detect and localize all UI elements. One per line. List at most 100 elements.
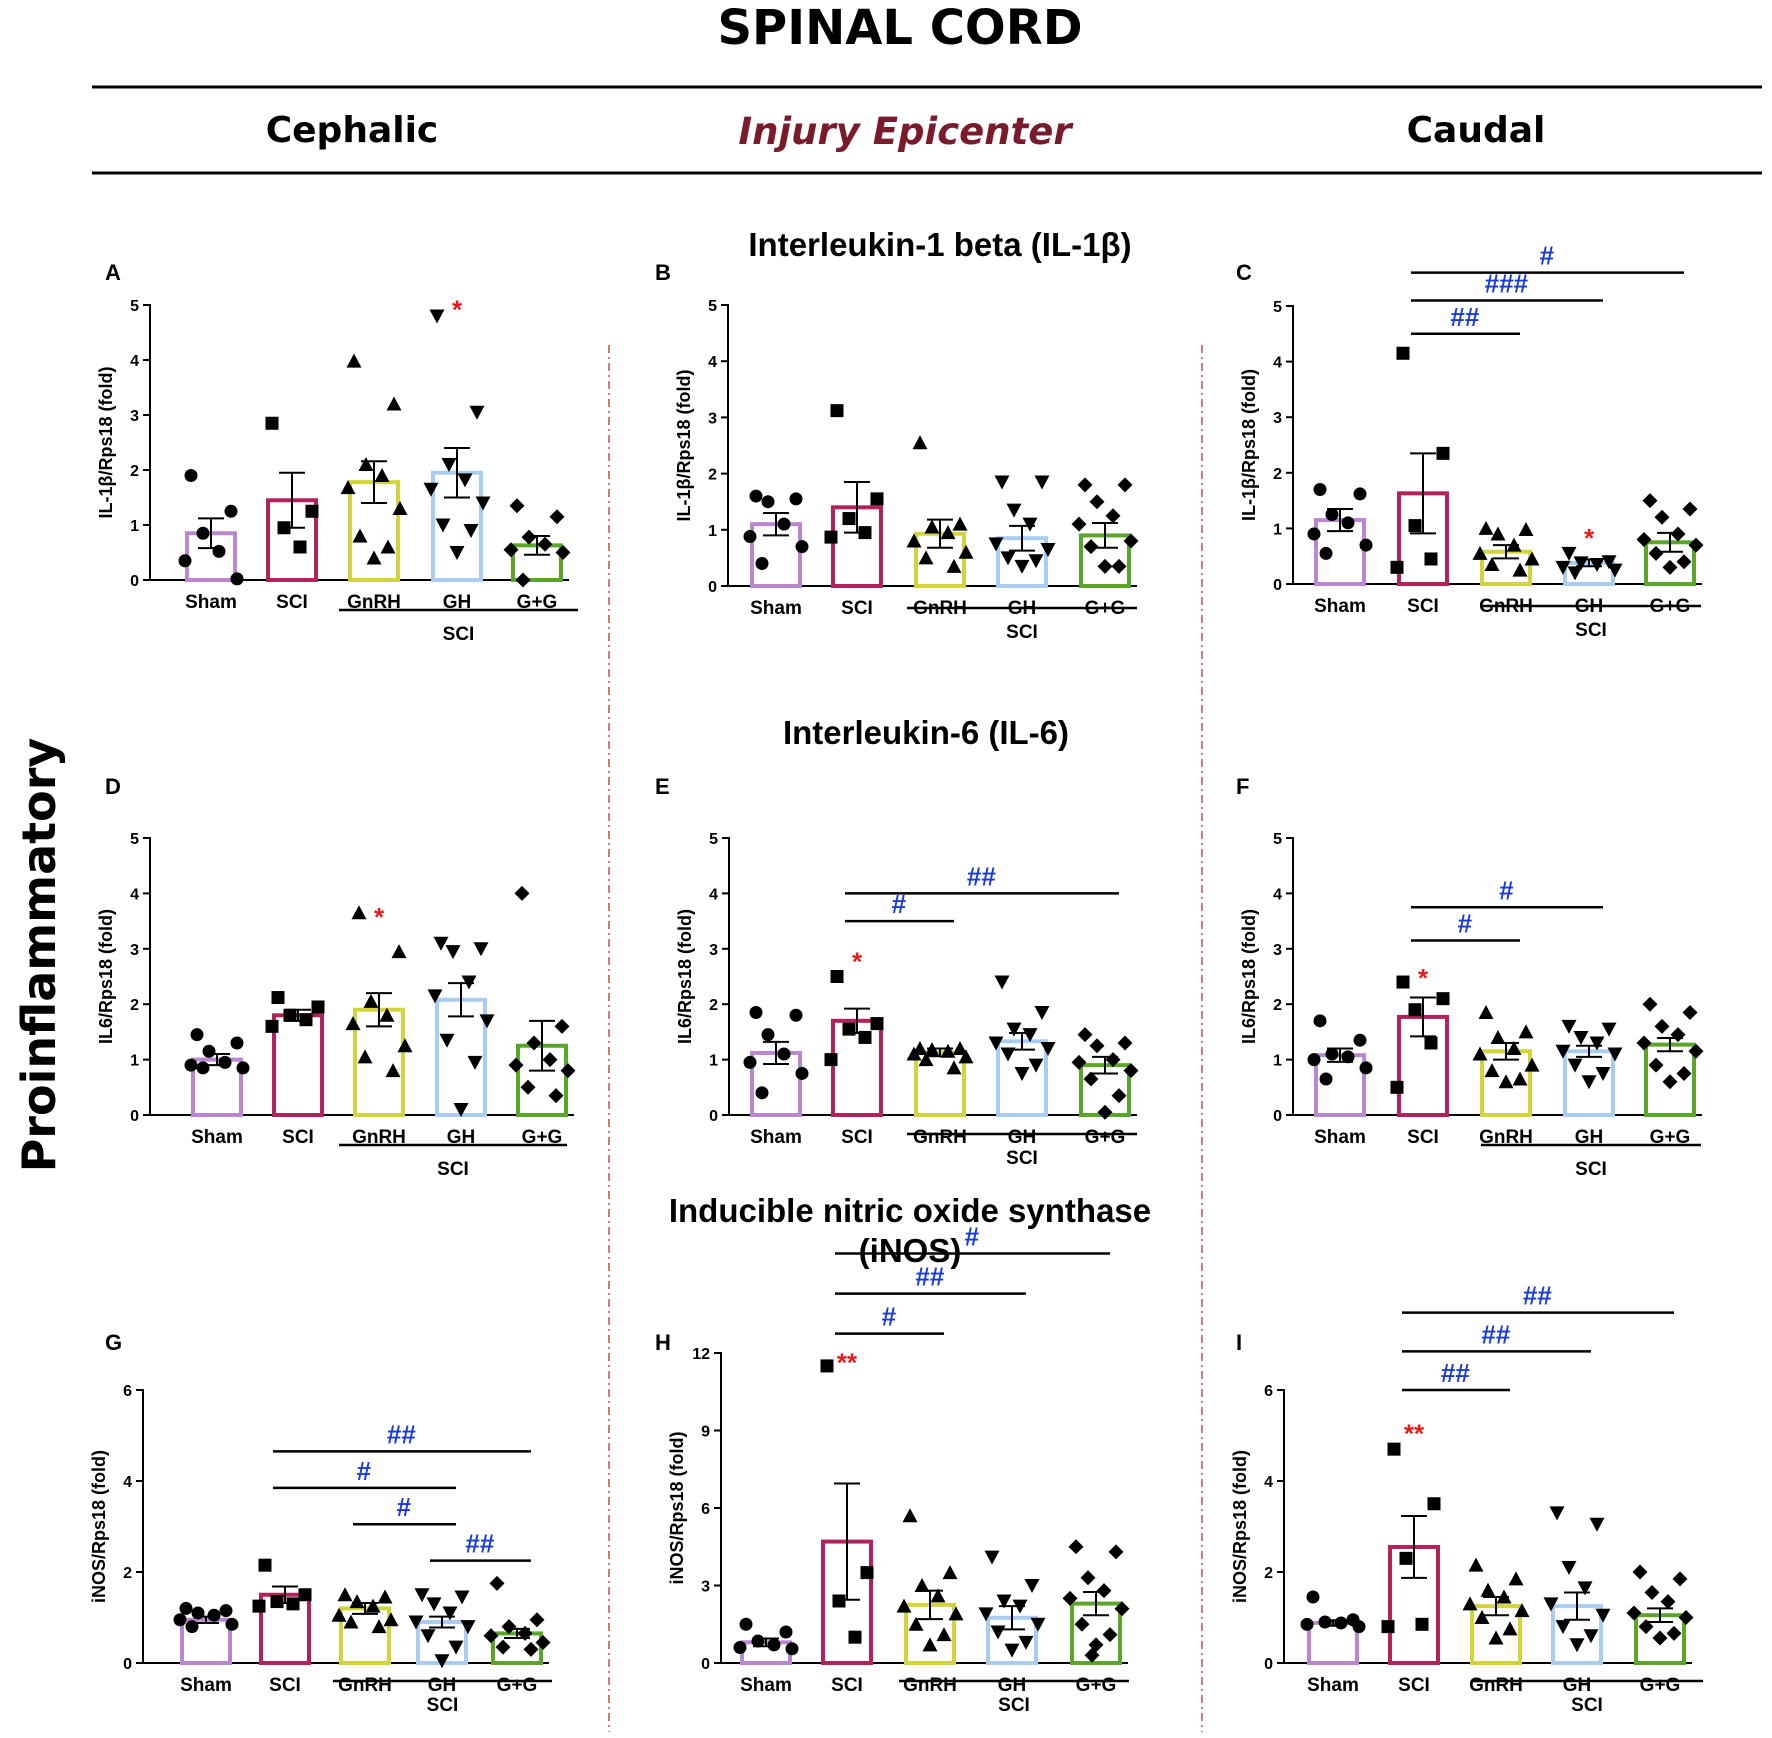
data-point (1632, 1564, 1648, 1580)
y-tick-label: 9 (701, 1424, 710, 1441)
data-point (1012, 1599, 1028, 1614)
comparison-hash: ## (387, 1419, 416, 1449)
data-point (1000, 1047, 1016, 1062)
data-point (345, 1016, 361, 1031)
data-point (946, 1060, 962, 1075)
section-title-il6: Interleukin-6 (IL-6) (783, 714, 1069, 751)
y-tick-label: 4 (708, 354, 717, 371)
comparison-hash: # (1499, 875, 1514, 905)
data-point (191, 1606, 205, 1620)
data-point (503, 542, 519, 558)
y-tick-label: 0 (130, 1108, 139, 1125)
data-point (346, 353, 362, 368)
y-tick-label: 4 (1273, 355, 1282, 372)
panel-letter: D (105, 774, 121, 799)
comparison-hash: ## (1481, 1319, 1510, 1349)
data-point (1034, 475, 1050, 490)
y-tick-label: 0 (701, 1656, 710, 1673)
data-point (777, 517, 791, 531)
significance-star: * (1584, 523, 1595, 553)
data-point (906, 533, 922, 548)
data-point (1074, 1616, 1090, 1632)
x-tick-label: G+G (497, 1675, 538, 1696)
data-point (196, 526, 210, 540)
column-header-cephalic: Cephalic (266, 110, 439, 151)
data-point (1325, 1047, 1339, 1061)
data-point (1359, 538, 1373, 552)
data-point (1607, 1047, 1623, 1062)
x-tick-label: Sham (740, 1675, 792, 1696)
data-point (952, 1041, 968, 1056)
bar-gnrh (339, 1606, 391, 1666)
data-point (517, 1625, 533, 1641)
y-tick-label: 1 (1273, 1053, 1282, 1070)
panel-g: G 0 2 4 6 iNOS/Rps18 (fold) Sham SCI GnRH GH G+G SC… (89, 1330, 552, 1716)
x-tick-label: GnRH (903, 1675, 957, 1696)
x-tick-label: Sham (750, 598, 802, 619)
data-point (439, 1033, 455, 1048)
data-point (1506, 1041, 1522, 1056)
data-point (1581, 1075, 1597, 1090)
data-point (483, 1628, 499, 1644)
data-point (767, 1638, 781, 1652)
y-tick-label: 5 (1273, 299, 1282, 316)
data-point (1555, 560, 1571, 575)
data-point (283, 1008, 297, 1022)
data-point (924, 519, 940, 534)
data-point (449, 546, 465, 560)
data-point (1408, 519, 1422, 533)
column-header-caudal: Caudal (1407, 110, 1546, 151)
data-point (383, 1612, 399, 1627)
data-point (1390, 560, 1404, 574)
data-point (858, 526, 872, 540)
bar-sci (821, 1539, 873, 1666)
x-tick-label: GnRH (347, 592, 401, 613)
data-point (555, 545, 571, 560)
y-tick-label: 12 (692, 1346, 710, 1363)
data-point (1662, 1074, 1678, 1090)
data-point (1506, 537, 1522, 552)
significance-star: * (1418, 963, 1429, 993)
data-point (1396, 975, 1410, 989)
panel-f: F 0 1 2 3 4 5 IL6/Rps18 (fold) Sham SCI GnRH GH G+G S… (1236, 774, 1704, 1180)
data-point (1589, 1036, 1605, 1051)
data-point (1117, 1035, 1133, 1051)
data-point (1468, 1557, 1484, 1572)
y-tick-label: 6 (123, 1383, 132, 1400)
data-point (990, 1625, 1006, 1640)
x-tick-label: G+G (1076, 1675, 1117, 1696)
group-label: SCI (443, 624, 475, 645)
y-axis-label: iNOS/Rps18 (fold) (1230, 1450, 1250, 1603)
data-point (1670, 1027, 1686, 1043)
x-tick-label: SCI (1407, 596, 1439, 617)
x-tick-label: SCI (1398, 1675, 1430, 1696)
y-tick-label: 1 (709, 1053, 718, 1070)
y-tick-label: 4 (130, 353, 139, 370)
data-point (1080, 1570, 1096, 1586)
data-point (271, 991, 285, 1005)
bar-sci (831, 1018, 883, 1118)
data-point (1672, 1571, 1688, 1587)
data-point (414, 1588, 430, 1603)
data-point (858, 1030, 872, 1044)
data-point (733, 1641, 747, 1654)
panel-d: D 0 1 2 3 4 5 IL6/Rps18 (fold) Sham SCI GnRH GH G+G S… (96, 774, 576, 1180)
data-point (258, 1558, 272, 1572)
data-point (755, 557, 769, 571)
data-point (1022, 1028, 1038, 1043)
data-point (1472, 1046, 1488, 1061)
panel-letter: C (1236, 260, 1252, 285)
data-point (1341, 516, 1355, 530)
y-tick-label: 0 (130, 573, 139, 590)
panel-letter: F (1236, 774, 1249, 799)
y-tick-label: 5 (130, 831, 139, 848)
data-point (299, 1013, 313, 1027)
data-point (824, 530, 838, 544)
data-point (337, 1587, 353, 1602)
data-point (1006, 503, 1022, 518)
data-point (460, 1620, 476, 1635)
data-point (1682, 501, 1698, 517)
data-point (298, 1588, 312, 1602)
data-point (942, 1565, 958, 1580)
